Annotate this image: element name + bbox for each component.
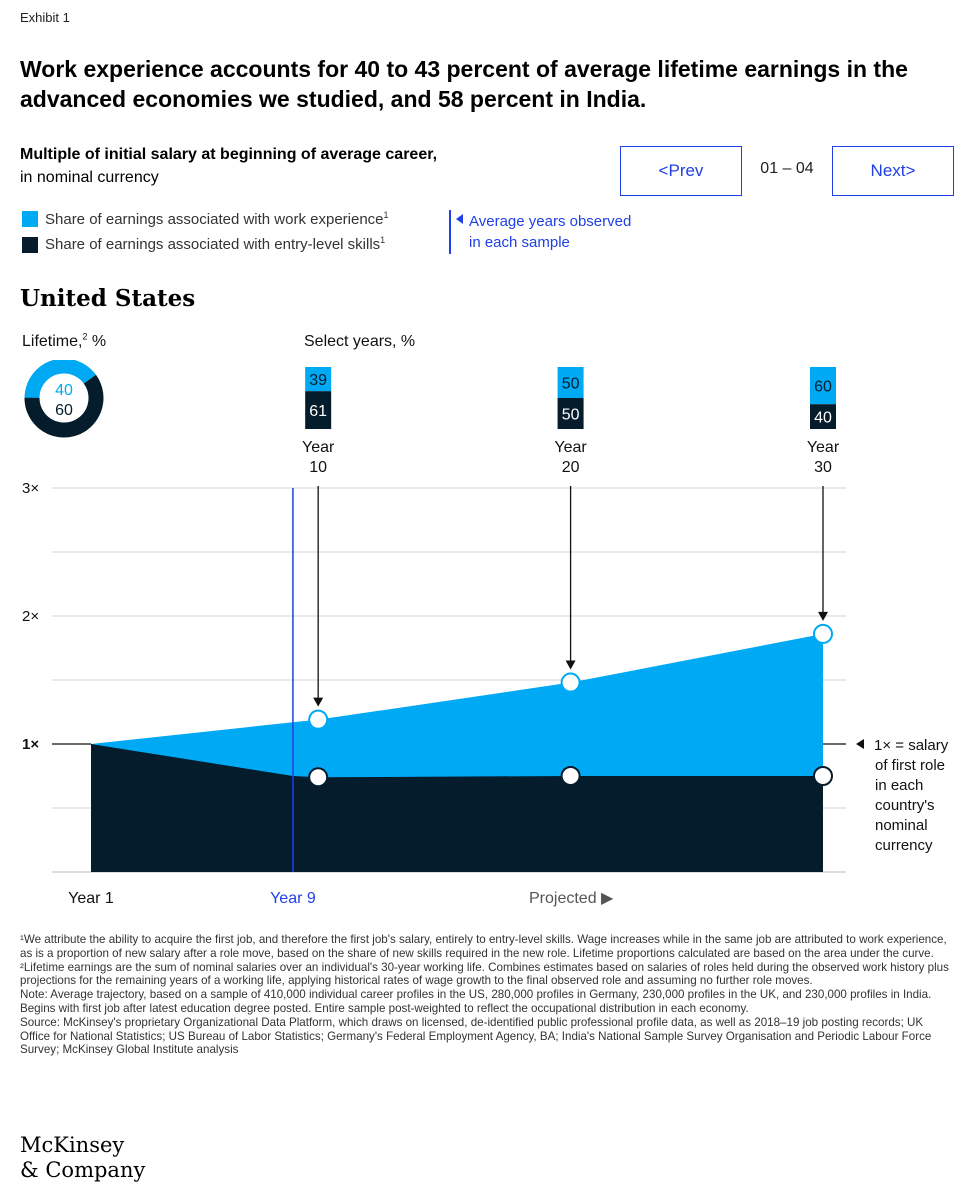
bar-label-work-experience: 50: [562, 376, 580, 393]
annotation-line: nominal: [875, 817, 928, 834]
bar-label-entry-level: 50: [562, 407, 580, 424]
footnote-note: Note: Average trajectory, based on a sam…: [20, 988, 932, 1015]
logo-line2: & Company: [20, 1158, 146, 1182]
bar-label-work-experience: 60: [814, 379, 832, 396]
bar-label-entry-level: 61: [309, 403, 327, 420]
company-logo: McKinsey & Company: [20, 1133, 145, 1183]
donut-label-work-experience: 40: [55, 382, 73, 399]
logo-line1: McKinsey: [20, 1133, 125, 1157]
legend-entry-level-footnote: 1: [380, 235, 386, 245]
footnote-definitions: ¹We attribute the ability to acquire the…: [20, 933, 949, 988]
data-point-total: [813, 623, 833, 644]
data-point-total: [560, 672, 581, 693]
chart-subtitle-unit: in nominal currency: [20, 169, 159, 186]
y-tick-label: 1×: [22, 736, 39, 753]
country-title: United States: [20, 285, 196, 312]
select-years-label: Select years, %: [304, 333, 416, 350]
annotation-line: currency: [875, 837, 933, 854]
lifetime-footnote: 2: [82, 331, 88, 342]
legend-entry-level-text: Share of earnings associated with entry-…: [45, 236, 381, 253]
exhibit-label: Exhibit 1: [20, 10, 70, 25]
x-label-projected: Projected ▶: [529, 890, 614, 907]
triangle-left-icon: [456, 214, 463, 224]
area-entry-level: [91, 744, 823, 872]
legend-work-experience-swatch: [22, 211, 38, 227]
year-marker-label: Year: [302, 439, 335, 456]
year-marker-value: 30: [814, 459, 832, 476]
year-marker-label: Year: [807, 439, 840, 456]
bar-entry-level: [810, 404, 836, 429]
triangle-left-icon: [856, 739, 864, 749]
legend-average-years-line1: Average years observed: [469, 213, 632, 230]
y-tick-label: 2×: [22, 608, 39, 625]
arrowhead-icon: [313, 697, 324, 707]
headline: Work experience accounts for 40 to 43 pe…: [20, 56, 908, 112]
year-marker-label: Year: [554, 439, 587, 456]
legend-entry-level-swatch: [22, 237, 38, 253]
next-button[interactable]: Next>: [832, 146, 954, 196]
donut-label-entry-level: 60: [55, 402, 73, 419]
data-point-entry-level: [308, 767, 329, 788]
annotation-line: 1× = salary: [874, 737, 949, 754]
footnote-source: Source: McKinsey's proprietary Organizat…: [20, 1015, 932, 1057]
year-marker-value: 20: [562, 459, 580, 476]
lifetime-label-text: Lifetime,: [22, 333, 83, 350]
data-point-entry-level: [560, 766, 581, 786]
lifetime-label: Lifetime,2 %: [22, 331, 107, 351]
bar-work-experience: [557, 367, 584, 398]
legend-average-years-line: [449, 210, 451, 254]
trajectory-chart: 1× 2× 3× 39 61 Year 10 50 50 Year 20 60 40 Year 30 Year…: [22, 367, 949, 907]
legend-work-experience-text: Share of earnings associated with work e…: [45, 211, 384, 228]
bar-label-entry-level: 40: [814, 410, 832, 427]
annotation-line: of first role: [875, 757, 945, 774]
footnotes: ¹We attribute the ability to acquire the…: [20, 933, 950, 1057]
y-tick-label: 3×: [22, 480, 39, 497]
annotation-line: country's: [875, 797, 935, 814]
lifetime-unit: %: [87, 333, 107, 350]
data-point-entry-level: [813, 766, 833, 786]
legend-average-years-line2: in each sample: [469, 234, 570, 251]
annotation-line: in each: [875, 777, 923, 794]
legend-entry-level-label: Share of earnings associated with entry-…: [45, 235, 386, 254]
prev-button[interactable]: <Prev: [620, 146, 742, 196]
bar-entry-level: [557, 398, 584, 429]
x-label-observed: Year 9: [270, 890, 316, 907]
legend-work-experience-label: Share of earnings associated with work e…: [45, 210, 389, 229]
arrowhead-icon: [565, 660, 576, 670]
chart-subtitle: Multiple of initial salary at beginning …: [20, 146, 438, 163]
bar-work-experience: [305, 367, 332, 392]
data-point-total: [308, 709, 329, 730]
legend-average-years-label: Average years observed in each sample: [469, 211, 669, 253]
year-marker-value: 10: [309, 459, 327, 476]
arrowhead-icon: [818, 611, 828, 621]
bar-work-experience: [810, 367, 836, 405]
page-indicator: 01 – 04: [760, 160, 814, 177]
x-label-start: Year 1: [68, 890, 114, 907]
bar-label-work-experience: 39: [309, 372, 327, 389]
bar-entry-level: [305, 391, 332, 429]
legend-work-experience-footnote: 1: [383, 210, 389, 220]
